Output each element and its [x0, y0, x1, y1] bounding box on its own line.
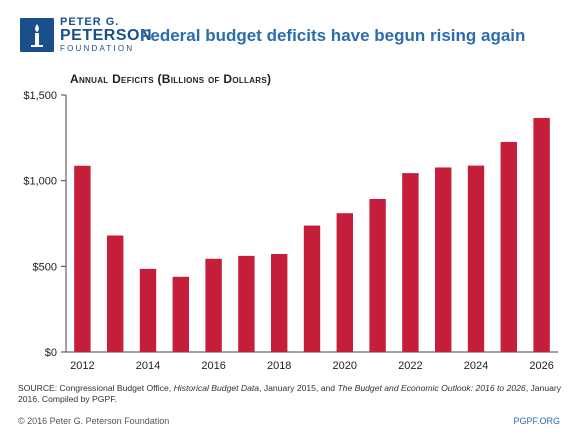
header: PETER G. PETERSON FOUNDATION Federal bud… — [20, 16, 560, 60]
y-tick-label: $1,000 — [23, 176, 57, 188]
bar-2017 — [238, 255, 255, 352]
x-tick-label: 2016 — [201, 360, 225, 372]
source-italic-1: Historical Budget Data — [173, 383, 260, 393]
x-tick-label: 2024 — [464, 360, 488, 372]
bar-2024 — [467, 165, 485, 352]
logo-line1: PETER G. — [60, 16, 120, 28]
bar-2015 — [172, 276, 189, 352]
bar-2025 — [500, 141, 517, 352]
x-tick-label: 2022 — [398, 360, 422, 372]
site-link[interactable]: PGPF.ORG — [513, 416, 560, 426]
bar-2012 — [74, 165, 91, 352]
source-italic-2: The Budget and Economic Outlook: 2016 to… — [337, 383, 526, 393]
copyright: © 2016 Peter G. Peterson Foundation — [18, 416, 170, 426]
y-axis-label: Annual Deficits (Billions of Dollars) — [70, 72, 272, 86]
x-tick-label: 2012 — [70, 360, 94, 372]
y-tick-label: $1,500 — [23, 90, 57, 102]
bar-2023 — [435, 167, 452, 352]
source-prefix: SOURCE: Congressional Budget Office, — [18, 383, 174, 393]
bar-2020 — [336, 213, 353, 352]
y-tick-label: $0 — [45, 347, 57, 359]
bar-2016 — [205, 258, 222, 352]
bar-2026 — [533, 117, 550, 352]
bar-2014 — [139, 268, 157, 352]
x-tick-label: 2014 — [136, 360, 160, 372]
logo-line2: PETERSON — [60, 27, 153, 44]
bar-2021 — [369, 198, 386, 352]
source-note: SOURCE: Congressional Budget Office, His… — [18, 383, 568, 405]
bar-2022 — [402, 173, 419, 352]
source-suffix: , January 2016. Compiled by PGPF. — [18, 383, 562, 404]
y-tick-label: $500 — [33, 261, 57, 273]
logo-line3: FOUNDATION — [60, 44, 135, 53]
x-tick-label: 2026 — [529, 360, 553, 372]
bar-2019 — [303, 225, 321, 352]
torch-icon — [20, 18, 54, 52]
bar-2018 — [271, 253, 288, 352]
bar-2013 — [107, 235, 124, 352]
x-tick-label: 2018 — [267, 360, 291, 372]
logo: PETER G. PETERSON FOUNDATION — [60, 16, 152, 54]
source-mid: , January 2015, and — [259, 383, 338, 393]
x-tick-label: 2020 — [333, 360, 357, 372]
page-title: Federal budget deficits have begun risin… — [140, 26, 526, 45]
